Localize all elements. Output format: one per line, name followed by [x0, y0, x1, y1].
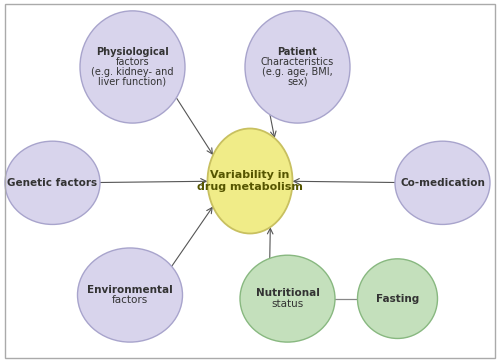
Text: Physiological: Physiological	[96, 47, 169, 57]
Text: Characteristics: Characteristics	[261, 57, 334, 67]
Text: factors: factors	[116, 57, 150, 67]
Ellipse shape	[80, 11, 185, 123]
Text: sex): sex)	[287, 77, 308, 87]
Text: (e.g. age, BMI,: (e.g. age, BMI,	[262, 67, 333, 77]
Ellipse shape	[208, 129, 292, 233]
Ellipse shape	[395, 141, 490, 224]
Text: Genetic factors: Genetic factors	[8, 178, 98, 188]
Ellipse shape	[245, 11, 350, 123]
Text: Nutritional: Nutritional	[256, 289, 320, 298]
Text: liver function): liver function)	[98, 77, 166, 87]
Text: factors: factors	[112, 295, 148, 305]
Text: Patient: Patient	[278, 47, 318, 57]
Ellipse shape	[5, 141, 100, 224]
Ellipse shape	[78, 248, 182, 342]
Text: (e.g. kidney- and: (e.g. kidney- and	[91, 67, 174, 77]
Text: Environmental: Environmental	[87, 285, 173, 295]
Text: Variability in
drug metabolism: Variability in drug metabolism	[197, 170, 303, 192]
Text: Fasting: Fasting	[376, 294, 419, 304]
Ellipse shape	[358, 259, 438, 338]
Text: status: status	[272, 299, 304, 309]
Text: Co-medication: Co-medication	[400, 178, 485, 188]
Ellipse shape	[240, 255, 335, 342]
